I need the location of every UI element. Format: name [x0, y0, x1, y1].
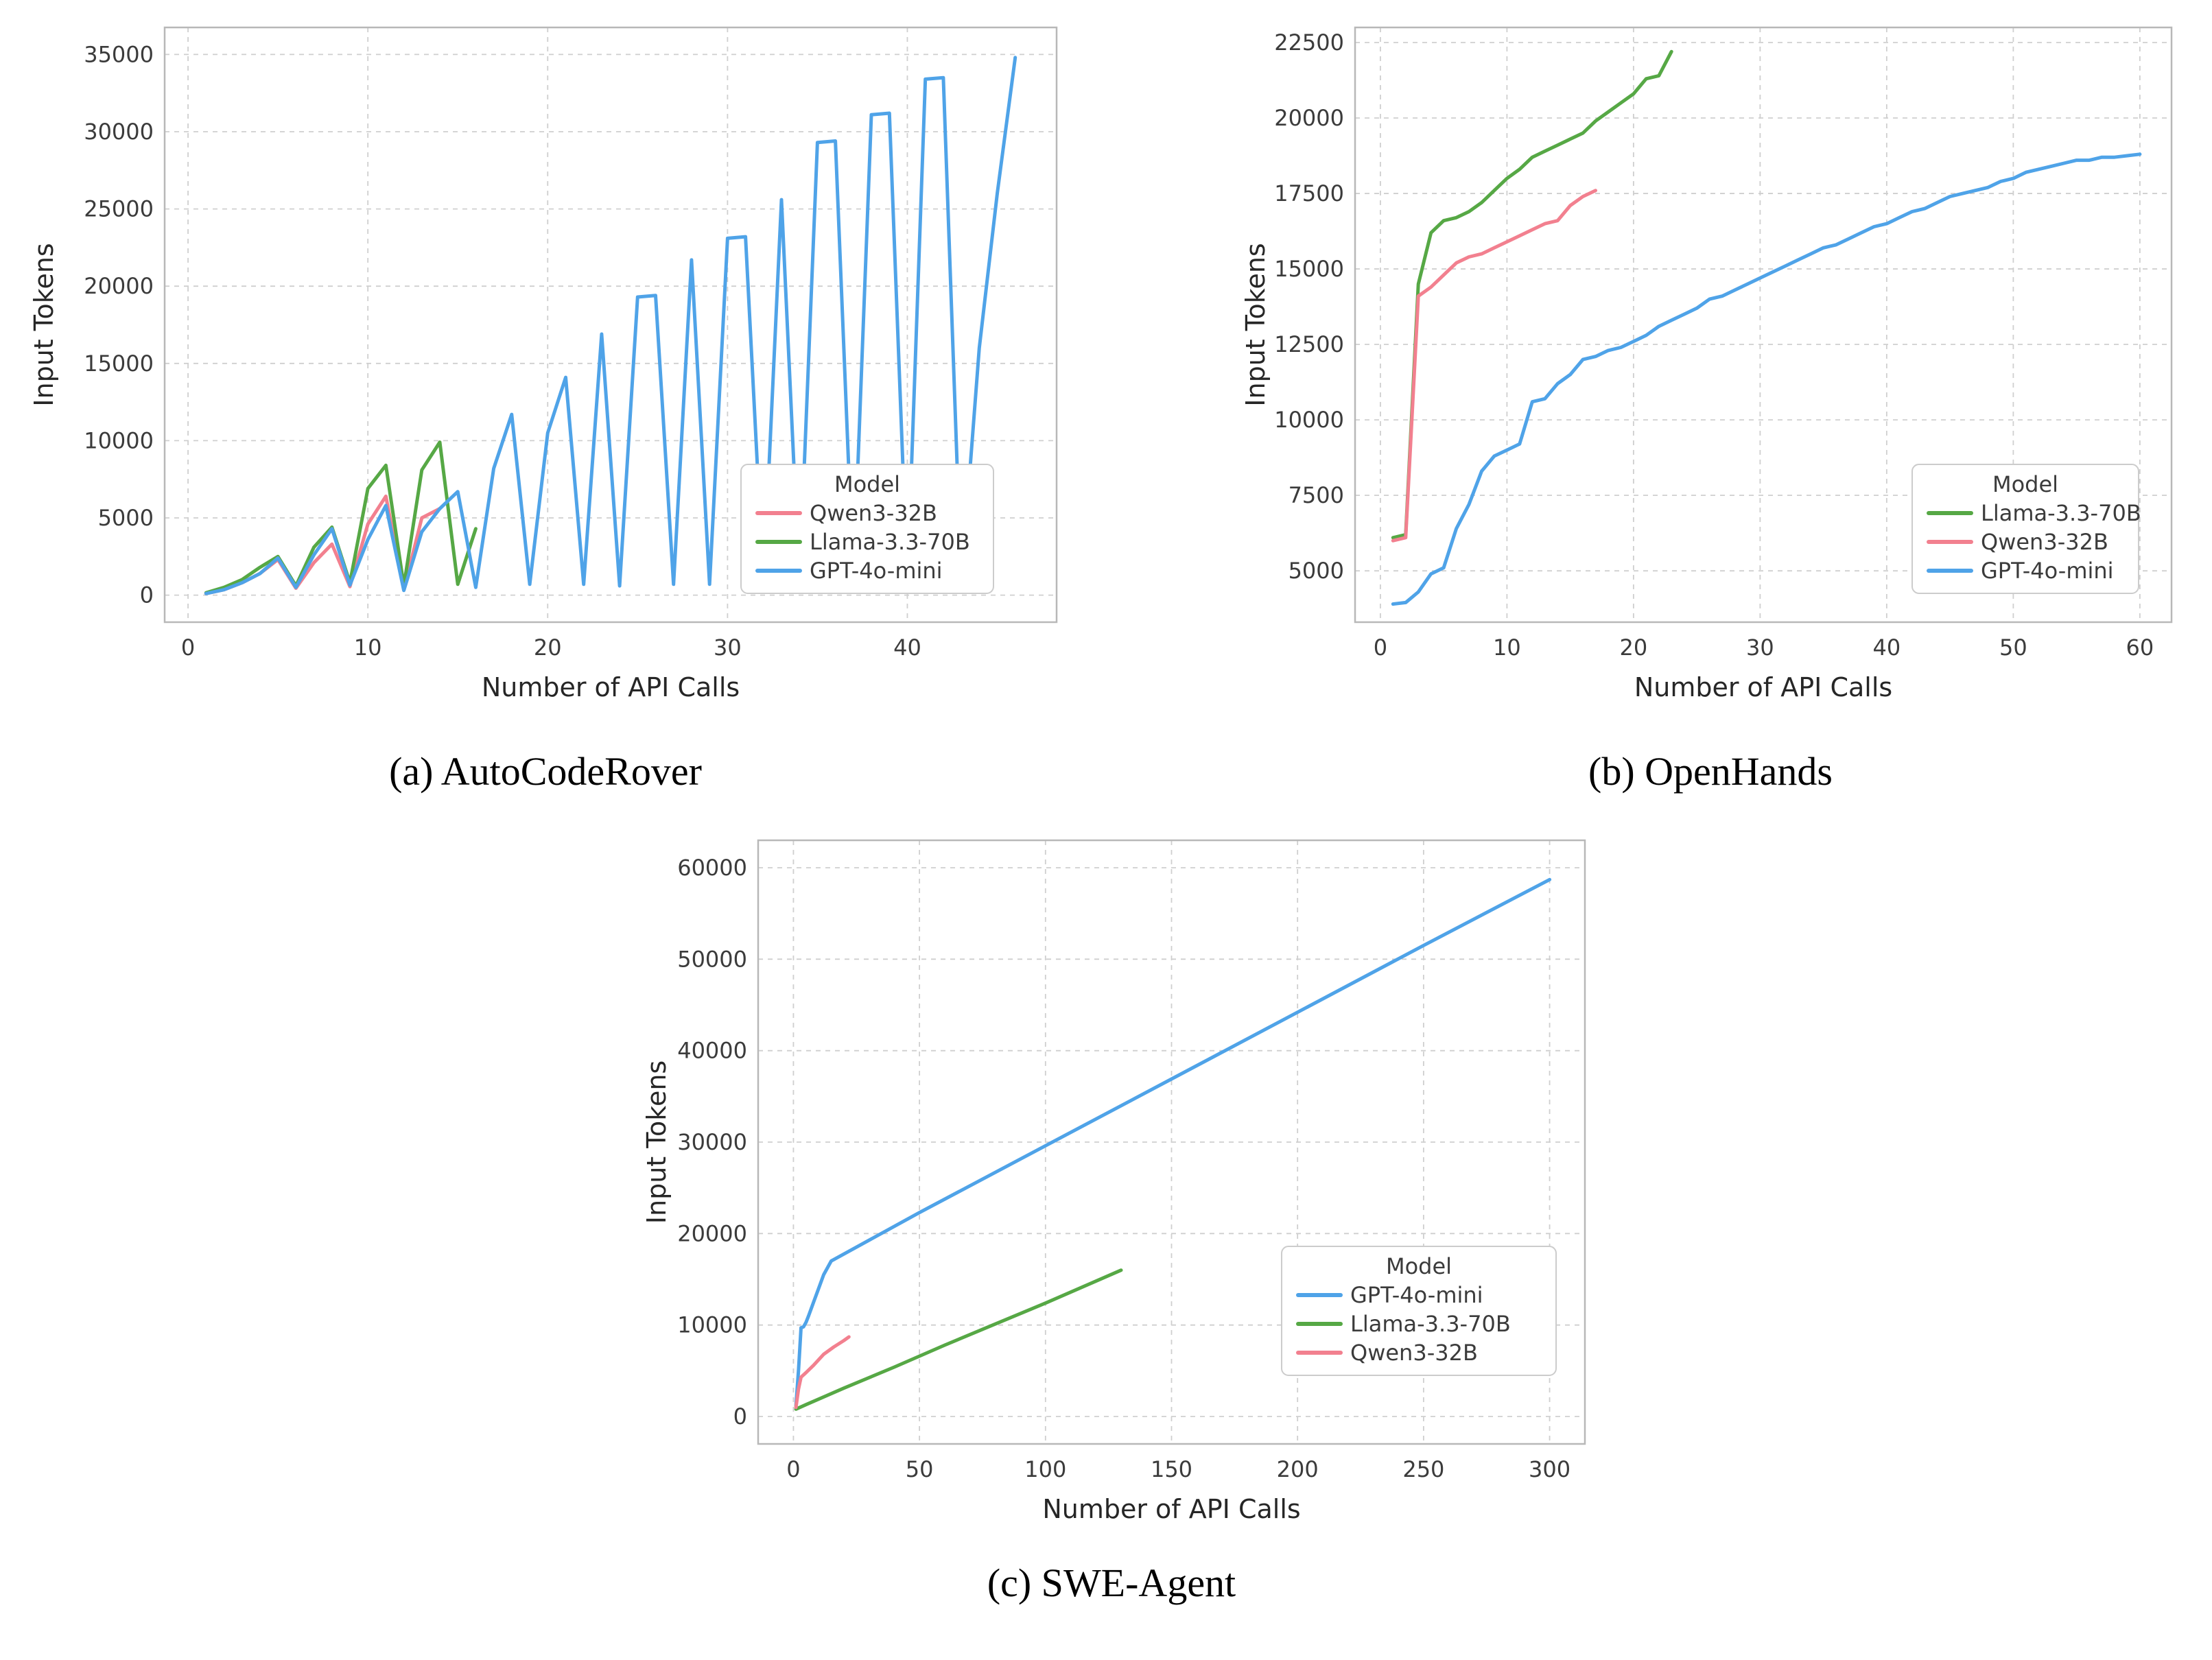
- series-line-GPT-4o-mini: [1391, 152, 2142, 606]
- caption-autocoderover: (a) AutoCodeRover: [389, 749, 702, 794]
- legend-title: Model: [1992, 471, 2058, 497]
- x-tick-label: 250: [1402, 1456, 1444, 1482]
- y-tick-label: 10000: [677, 1312, 747, 1338]
- y-tick-label: 25000: [84, 196, 154, 222]
- y-tick-label: 20000: [84, 273, 154, 299]
- openhands-plot: 0 10 20 30 40 50 60 5000 7500 10000 12500 15000 1750…: [1240, 26, 2173, 702]
- legend-label-GPT-4o-mini: GPT-4o-mini: [810, 558, 943, 584]
- y-tick-label: 60000: [677, 855, 747, 881]
- series-line-Llama-3.3-70B: [794, 1268, 1123, 1411]
- legend-label-Llama-3.3-70B: Llama-3.3-70B: [1981, 500, 2141, 526]
- y-tick-label: 22500: [1274, 29, 1344, 56]
- y-tick-label: 5000: [98, 505, 154, 531]
- series-line-GPT-4o-mini: [204, 56, 1017, 595]
- legend-label-Llama-3.3-70B: Llama-3.3-70B: [810, 529, 970, 555]
- y-tick-label: 30000: [677, 1129, 747, 1155]
- legend-box: [740, 464, 994, 594]
- x-tick-label: 20: [1620, 635, 1648, 661]
- series-line-GPT-4o-mini: [794, 877, 1552, 1408]
- y-tick-label: 40000: [677, 1038, 747, 1064]
- y-tick-label: 10000: [84, 427, 154, 453]
- legend-label-Qwen3-32B: Qwen3-32B: [810, 500, 937, 526]
- plot-frame: [1354, 26, 2173, 624]
- legend-title: Model: [834, 471, 900, 497]
- y-tick-label: 50000: [677, 946, 747, 972]
- y-tick-label: 0: [733, 1403, 747, 1430]
- y-tick-label: 17500: [1274, 180, 1344, 206]
- x-tick-label: 150: [1151, 1456, 1192, 1482]
- plot-frame: [163, 26, 1058, 624]
- y-tick-label: 15000: [84, 351, 154, 377]
- chart-autocoderover: 0 10 20 30 40 0 5000 10000 15000 20000 25000 30000 3…: [17, 8, 1074, 794]
- x-tick-label: 100: [1024, 1456, 1066, 1482]
- y-tick-label: 10000: [1274, 407, 1344, 433]
- y-axis-label: Input Tokens: [29, 243, 59, 406]
- caption-openhands: (b) OpenHands: [1588, 749, 1833, 794]
- chart-swe-agent: 0 50 100 150 200 250 300 0 10000 20000 30000 40000 5…: [617, 827, 1605, 1606]
- swe-agent-plot: 0 50 100 150 200 250 300 0 10000 20000 30000 40000 5…: [642, 839, 1586, 1524]
- x-tick-label: 0: [181, 635, 195, 661]
- x-axis-label: Number of API Calls: [482, 672, 740, 702]
- series-line-Qwen3-32B: [794, 1335, 851, 1410]
- legend-label-Qwen3-32B: Qwen3-32B: [1350, 1340, 1478, 1366]
- x-tick-label: 50: [1999, 635, 2027, 661]
- caption-swe-agent: (c) SWE-Agent: [987, 1561, 1236, 1605]
- y-tick-label: 12500: [1274, 331, 1344, 357]
- legend-label-Llama-3.3-70B: Llama-3.3-70B: [1350, 1311, 1511, 1337]
- legend-title: Model: [1386, 1253, 1452, 1279]
- y-tick-label: 20000: [677, 1220, 747, 1246]
- legend: Model Qwen3-32B Llama-3.3-70B GPT-4o-mini: [740, 464, 994, 594]
- y-axis-label: Input Tokens: [642, 1060, 672, 1224]
- x-tick-label: 10: [354, 635, 382, 661]
- y-tick-label: 7500: [1289, 482, 1344, 508]
- legend-label-Qwen3-32B: Qwen3-32B: [1981, 529, 2108, 555]
- x-tick-label: 20: [534, 635, 562, 661]
- y-tick-label: 0: [140, 582, 154, 608]
- y-tick-label: 15000: [1274, 256, 1344, 282]
- plot-frame: [757, 839, 1586, 1445]
- y-tick-label: 5000: [1289, 558, 1344, 584]
- x-tick-label: 30: [1746, 635, 1774, 661]
- legend-label-GPT-4o-mini: GPT-4o-mini: [1981, 558, 2114, 584]
- legend: Model GPT-4o-mini Llama-3.3-70B Qwen3-32B: [1281, 1246, 1557, 1376]
- x-tick-label: 50: [906, 1456, 934, 1482]
- legend: Model Llama-3.3-70B Qwen3-32B GPT-4o-mini: [1911, 464, 2141, 594]
- x-tick-label: 40: [893, 635, 921, 661]
- y-tick-label: 20000: [1274, 105, 1344, 131]
- x-tick-label: 200: [1277, 1456, 1319, 1482]
- series-line-Qwen3-32B: [1391, 189, 1597, 543]
- x-tick-label: 40: [1873, 635, 1901, 661]
- x-axis-label: Number of API Calls: [1634, 672, 1892, 702]
- legend-box: [1911, 464, 2139, 594]
- series-line-Llama-3.3-70B: [1391, 49, 1673, 540]
- legend-box: [1281, 1246, 1557, 1376]
- x-tick-label: 10: [1493, 635, 1521, 661]
- x-tick-label: 30: [714, 635, 742, 661]
- x-tick-label: 60: [2126, 635, 2154, 661]
- x-axis-label: Number of API Calls: [1042, 1494, 1300, 1524]
- legend-label-GPT-4o-mini: GPT-4o-mini: [1350, 1282, 1483, 1308]
- x-tick-label: 300: [1529, 1456, 1570, 1482]
- y-tick-label: 35000: [84, 41, 154, 67]
- x-tick-label: 0: [786, 1456, 800, 1482]
- y-axis-label: Input Tokens: [1240, 243, 1271, 406]
- autocoderover-plot: 0 10 20 30 40 0 5000 10000 15000 20000 25000 30000 3…: [29, 26, 1058, 702]
- chart-openhands: 0 10 20 30 40 50 60 5000 7500 10000 12500 15000 1750…: [1227, 8, 2194, 794]
- y-tick-label: 30000: [84, 119, 154, 145]
- x-tick-label: 0: [1374, 635, 1387, 661]
